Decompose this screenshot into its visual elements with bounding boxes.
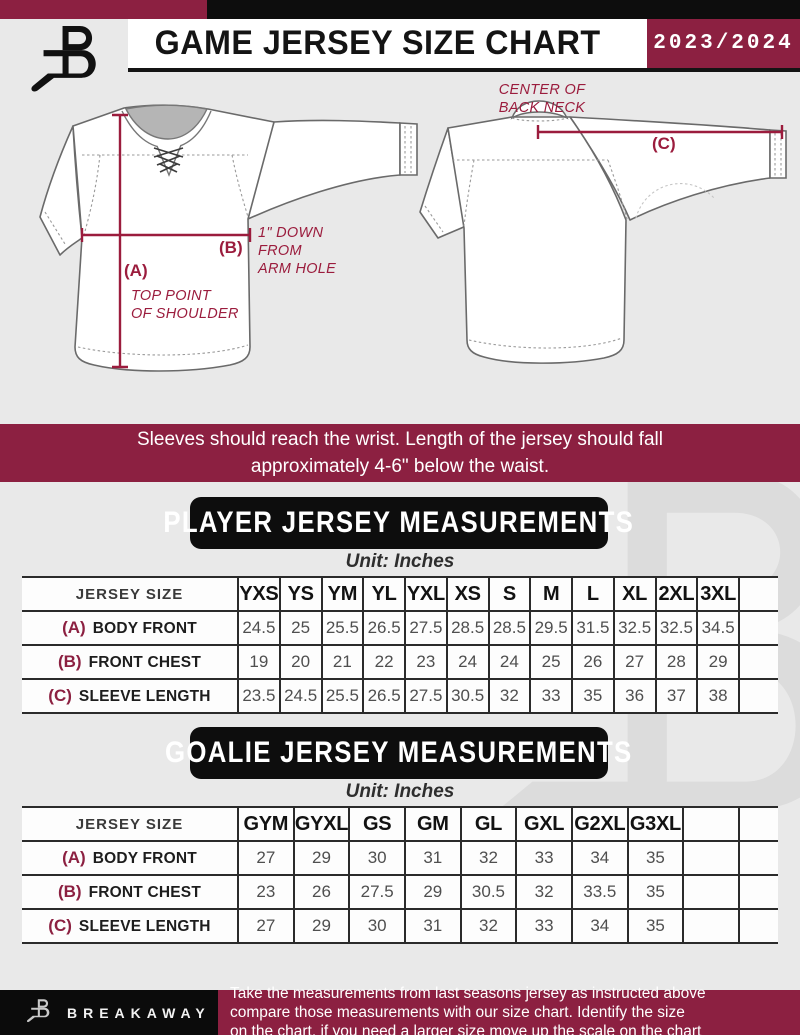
row-key: (A) [62,618,86,637]
row-key: (C) [48,686,72,705]
footer-line-2: compare those measurements with our size… [230,1004,685,1021]
goalie-header-row: JERSEY SIZE GYM GYXL GS GM GL GXL G2XL G… [22,806,778,842]
player-section-header: PLAYER JERSEY MEASUREMENTS [164,497,633,549]
footer-line-3: on the chart, if you need a larger size … [230,1023,702,1035]
label-b: (B) [219,238,243,257]
breakaway-logo-icon [31,26,96,92]
annotation-top-point-of-shoulder: TOP POINT OF SHOULDER [131,288,239,322]
row-key: (C) [48,916,72,935]
goalie-section-header: GOALIE JERSEY MEASUREMENTS [165,727,631,779]
header-black-strip [207,0,800,19]
table-row: (B) FRONT CHEST 19 20 21 22 23 24 24 25 2… [22,644,778,680]
goalie-size-table: JERSEY SIZE GYM GYXL GS GM GL GXL G2XL G… [22,806,778,944]
player-section-title: PLAYER JERSEY MEASUREMENTS [163,506,635,539]
annotation-center-of-back-neck: CENTER OF BACK NECK [498,82,586,116]
player-unit-label: Unit: Inches [345,551,455,572]
measure-line-b [80,228,252,242]
player-size-table: JERSEY SIZE YXS YS YM YL YXL XS S M L XL… [22,576,778,714]
banner-line-2: approximately 4-6" below the waist. [250,456,550,477]
measure-line-c [536,125,784,139]
row-label: BODY FRONT [92,850,197,867]
jersey-size-header: JERSEY SIZE [22,576,238,612]
footer-line-1: Take the measurements from last seasons … [230,985,706,1002]
title-band: GAME JERSEY SIZE CHART 2023/2024 [128,19,800,72]
row-key: (B) [57,882,82,901]
table-row: (C) SLEEVE LENGTH 27 29 30 31 32 33 34 35 [22,908,778,944]
row-label: FRONT CHEST [88,654,202,671]
table-row: (A) BODY FRONT 27 29 30 31 32 33 34 35 [22,840,778,876]
front-jersey-diagram [39,104,418,372]
back-jersey-diagram [419,100,787,364]
measure-line-a [112,113,128,369]
jersey-size-header: JERSEY SIZE [22,806,239,842]
table-row: (B) FRONT CHEST 23 26 27.5 29 30.5 32 33.… [22,874,778,910]
row-label: FRONT CHEST [88,884,202,901]
banner-line-1: Sleeves should reach the wrist. Length o… [137,429,663,450]
page-title: GAME JERSEY SIZE CHART [154,24,601,62]
row-key: (B) [57,652,82,671]
season-badge: 2023/2024 [647,19,800,68]
label-c: (C) [652,134,676,153]
brand-name: BREAKAWAY [67,1004,211,1021]
header-maroon-strip [0,0,207,19]
footer-instructions: Take the measurements from last seasons … [218,985,800,1035]
fit-instructions-banner: Sleeves should reach the wrist. Length o… [0,424,800,482]
goalie-unit-label: Unit: Inches [345,781,455,802]
label-a: (A) [124,261,148,280]
annotation-down-from-armhole: 1" DOWN FROM ARM HOLE [258,225,337,277]
breakaway-logo-icon [26,999,50,1023]
table-row: (C) SLEEVE LENGTH 23.5 24.5 25.5 26.5 27.… [22,678,778,714]
row-label: SLEEVE LENGTH [78,918,211,935]
row-key: (A) [62,848,86,867]
row-label: SLEEVE LENGTH [78,688,211,705]
footer-brand-block: BREAKAWAY [0,990,218,1035]
table-row: (A) BODY FRONT 24.5 25 25.5 26.5 27.5 28.… [22,610,778,646]
player-header-row: JERSEY SIZE YXS YS YM YL YXL XS S M L XL… [22,576,778,612]
row-label: BODY FRONT [92,620,197,637]
goalie-section-title: GOALIE JERSEY MEASUREMENTS [165,736,633,769]
